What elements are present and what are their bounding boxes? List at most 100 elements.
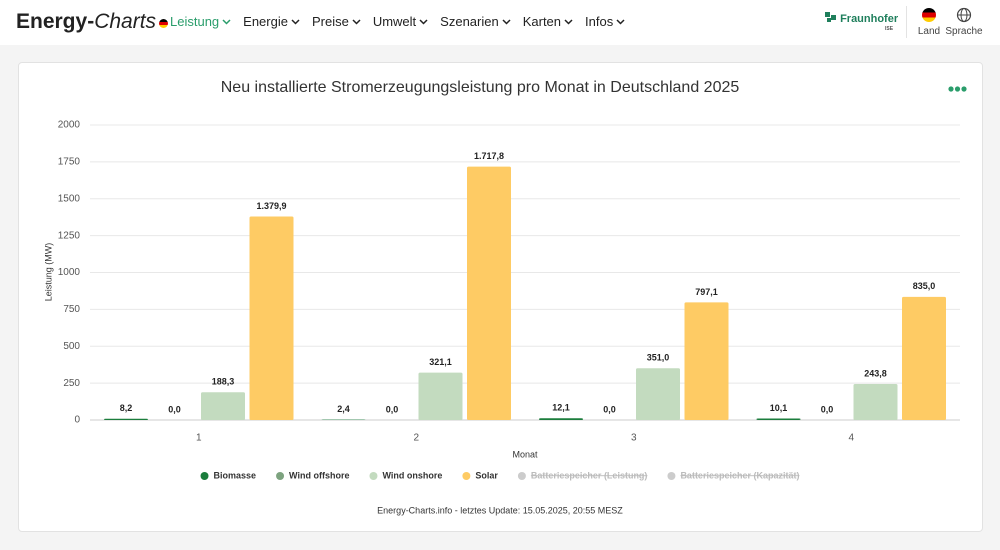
logo[interactable]: Energy-Charts — [16, 10, 169, 34]
menu-label: Energie — [243, 14, 288, 29]
y-tick-label: 1000 — [58, 267, 81, 278]
y-tick-label: 1750 — [58, 157, 81, 168]
brand-icon — [825, 12, 836, 22]
bar — [853, 384, 898, 420]
value-label: 243,8 — [864, 368, 887, 378]
legend-label: Wind offshore — [289, 470, 349, 480]
legend-label: Batteriespeicher (Leistung) — [531, 470, 648, 480]
legend-swatch — [200, 472, 209, 480]
brand-logo[interactable]: Fraunhofer ISE — [825, 12, 899, 32]
menu-label: Preise — [311, 14, 349, 29]
legend-swatch — [369, 472, 378, 480]
value-label: 0,0 — [168, 404, 181, 414]
x-tick-label: 2 — [413, 433, 419, 444]
legend-swatch — [462, 472, 471, 480]
footer-note: Energy-Charts.info - letztes Update: 15.… — [377, 505, 623, 515]
bar — [201, 392, 245, 420]
menu-item[interactable]: Energie — [243, 14, 300, 29]
legend-item[interactable]: Wind onshore — [369, 470, 442, 480]
separator — [906, 6, 907, 38]
legend-item[interactable]: Wind offshore — [276, 470, 349, 480]
menu-label: Szenarien — [440, 14, 499, 29]
bar — [104, 418, 148, 420]
flag-icon — [922, 8, 936, 22]
x-axis-label: Monat — [512, 449, 538, 459]
main-menu: Leistung Energie Preise Umwelt Szenarien Kart… — [170, 14, 625, 29]
language-button[interactable]: Sprache — [944, 7, 984, 37]
chevron-icon — [291, 18, 300, 25]
value-label: 351,0 — [647, 353, 670, 363]
menu-item[interactable]: Preise — [312, 14, 361, 29]
logo-text: Energy- — [16, 10, 95, 33]
language-label: Sprache — [945, 26, 983, 37]
value-label: 1.379,9 — [256, 201, 286, 211]
brand-text: Fraunhofer — [840, 13, 899, 25]
flag-icon — [159, 19, 169, 28]
legend-label: Wind onshore — [382, 470, 442, 480]
chevron-icon — [419, 18, 428, 25]
y-tick-label: 0 — [74, 415, 80, 426]
logo-text: Charts — [94, 10, 157, 33]
value-label: 10,1 — [770, 403, 788, 413]
value-label: 12,1 — [552, 403, 570, 413]
y-tick-label: 1250 — [58, 230, 81, 241]
chevron-icon — [222, 18, 231, 25]
legend: Biomasse Wind offshore Wind onshore Solar Ba… — [200, 470, 799, 480]
menu-dots[interactable] — [948, 86, 967, 92]
y-tick-label: 2000 — [58, 120, 81, 131]
menu-label: Karten — [522, 14, 562, 29]
y-tick-label: 750 — [63, 304, 80, 315]
value-label: 1.717,8 — [474, 151, 504, 161]
bar — [249, 216, 294, 420]
menu-item[interactable]: Leistung — [170, 14, 231, 29]
bar — [684, 302, 729, 420]
legend-item[interactable]: Biomasse — [200, 470, 257, 480]
legend-item[interactable]: Solar — [462, 470, 498, 480]
legend-label: Batteriespeicher (Kapazität) — [680, 470, 799, 480]
x-tick-label: 1 — [196, 433, 202, 444]
value-label: 0,0 — [603, 404, 616, 414]
chart: Neu installierte Stromerzeugungsleistung… — [43, 79, 967, 515]
menu-label: Umwelt — [372, 14, 417, 29]
legend-swatch — [276, 472, 285, 480]
menu-item[interactable]: Umwelt — [373, 14, 428, 29]
bar — [902, 296, 946, 420]
value-label: 2,4 — [337, 404, 350, 414]
chevron-icon — [502, 18, 511, 25]
y-tick-label: 1500 — [58, 193, 81, 204]
legend-label: Solar — [475, 470, 498, 480]
chevron-icon — [616, 18, 625, 25]
bar — [756, 418, 801, 420]
legend-item[interactable]: Batteriespeicher (Leistung) — [517, 470, 648, 480]
bar — [467, 166, 511, 420]
country-label: Land — [917, 26, 941, 37]
menu-label: Infos — [585, 14, 614, 29]
globe-icon — [956, 7, 972, 23]
chevron-icon — [564, 18, 573, 25]
menu-item[interactable]: Infos — [585, 14, 625, 29]
menu-item[interactable]: Szenarien — [440, 14, 511, 29]
country-button[interactable]: Land — [909, 7, 949, 37]
y-tick-label: 500 — [63, 341, 80, 352]
legend-item[interactable]: Batteriespeicher (Kapazität) — [667, 470, 799, 480]
menu-item[interactable]: Karten — [523, 14, 573, 29]
x-tick-label: 4 — [848, 433, 854, 444]
chart-title: Neu installierte Stromerzeugungsleistung… — [221, 79, 740, 96]
value-label: 835,0 — [913, 281, 936, 291]
x-tick-label: 3 — [631, 433, 637, 444]
legend-swatch — [517, 472, 526, 480]
bar — [636, 368, 680, 420]
value-label: 8,2 — [120, 403, 133, 413]
y-axis-label: Leistung (MW) — [43, 243, 53, 302]
value-label: 321,1 — [429, 357, 452, 367]
y-tick-label: 250 — [63, 378, 80, 389]
legend-label: Biomasse — [214, 470, 257, 480]
top-bar: Energy-Charts Leistung Energie Preise Umwel… — [0, 0, 1000, 45]
value-label: 188,3 — [212, 377, 235, 387]
menu-label: Leistung — [170, 14, 220, 29]
legend-swatch — [667, 472, 676, 480]
chevron-icon — [352, 18, 361, 25]
bar — [539, 418, 583, 420]
brand-sub: ISE — [885, 26, 894, 32]
